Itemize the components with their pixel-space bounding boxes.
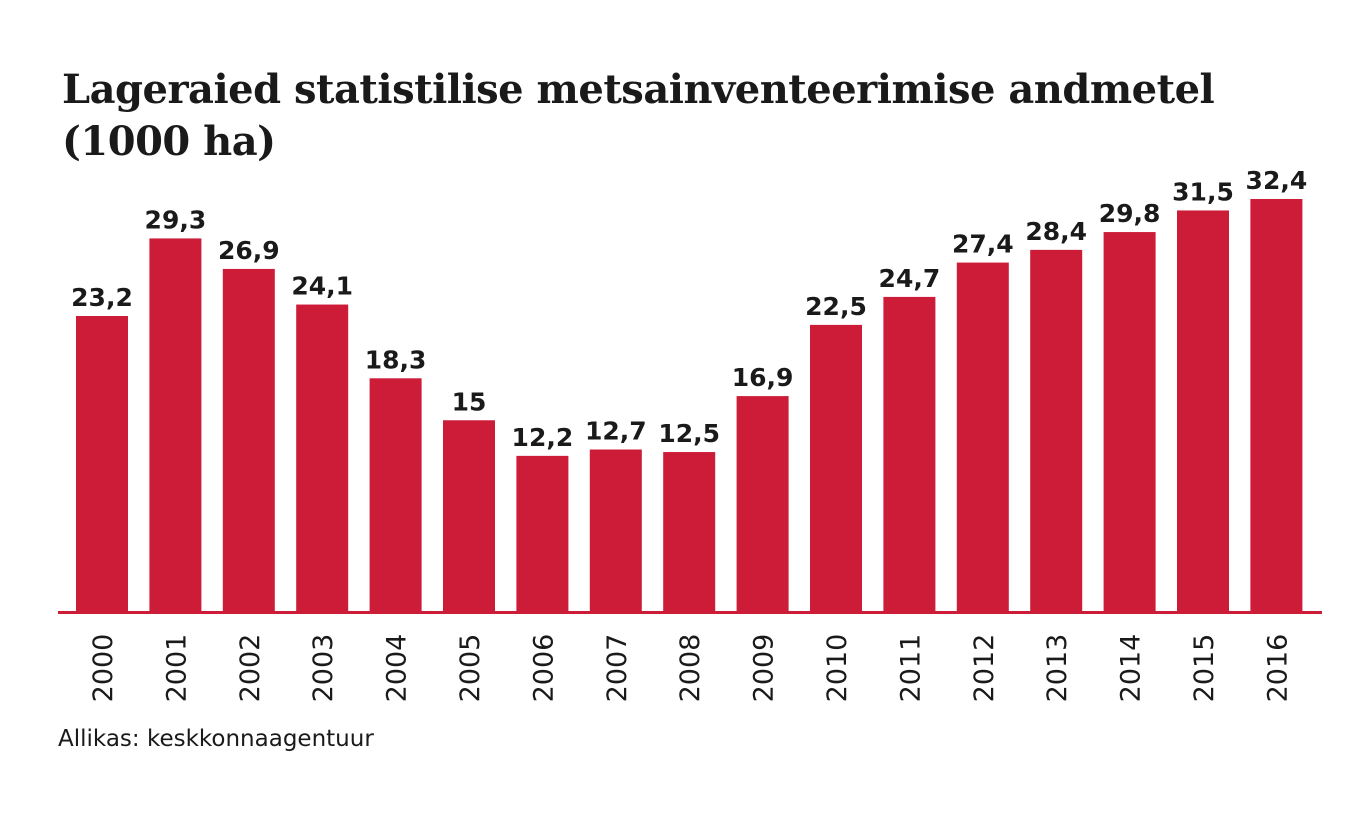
source-note: Allikas: keskkonnaagentuur (58, 726, 374, 752)
bar-2003 (296, 304, 349, 611)
x-tick-labels-group: 2000 2001 2002 2003 2004 2005 2006 2007 2008 2009… (88, 634, 1293, 703)
bar-2001 (149, 238, 202, 612)
bars-group (76, 199, 1303, 612)
value-label-2012: 27,4 (952, 230, 1014, 259)
x-tick-label-2005: 2005 (455, 634, 486, 703)
x-tick-label-2002: 2002 (235, 634, 266, 703)
bar-2010 (810, 324, 862, 611)
bar-2016 (1250, 199, 1303, 611)
bar-2011 (883, 296, 936, 611)
x-tick-label-2011: 2011 (895, 634, 926, 703)
value-label-2001: 29,3 (145, 205, 207, 234)
x-tick-label-2014: 2014 (1116, 634, 1147, 703)
title-line-1: Lageraied statistilise metsainventeerimi… (62, 66, 1215, 113)
bar-2004 (369, 378, 422, 611)
value-label-2004: 18,3 (365, 345, 427, 374)
value-label-2015: 31,5 (1172, 177, 1234, 206)
bar-2015 (1177, 210, 1229, 611)
x-tick-label-2006: 2006 (528, 634, 559, 703)
bar-2002 (222, 268, 275, 611)
bar-2008 (663, 452, 716, 611)
chart-title: Lageraied statistilise metsainventeerimi… (62, 64, 1262, 168)
value-label-2005: 15 (452, 387, 487, 416)
value-label-2013: 28,4 (1025, 217, 1087, 246)
value-label-2003: 24,1 (291, 272, 353, 301)
bar-2009 (736, 396, 789, 611)
x-tick-label-2009: 2009 (749, 634, 780, 703)
value-label-2014: 29,8 (1099, 199, 1161, 228)
value-label-2007: 12,7 (585, 417, 647, 446)
x-tick-label-2012: 2012 (969, 634, 1000, 703)
x-tick-label-2010: 2010 (822, 634, 853, 703)
bar-2014 (1103, 232, 1156, 612)
value-label-2010: 22,5 (805, 292, 867, 321)
bar-2007 (589, 449, 642, 611)
x-tick-label-2013: 2013 (1042, 634, 1073, 703)
x-tick-label-2000: 2000 (88, 634, 119, 703)
title-line-2: (1000 ha) (62, 118, 276, 165)
value-label-2016: 32,4 (1246, 166, 1308, 195)
value-labels-group: 23,2 29,3 26,9 24,1 18,3 15 12,2 12,7 12,5 16,9 22… (71, 166, 1307, 452)
bar-2006 (516, 455, 569, 611)
x-tick-label-2004: 2004 (382, 634, 413, 703)
bar-2005 (443, 420, 495, 611)
x-tick-label-2016: 2016 (1262, 634, 1293, 703)
value-label-2000: 23,2 (71, 283, 133, 312)
bar-2012 (956, 262, 1009, 611)
x-tick-label-2003: 2003 (308, 634, 339, 703)
x-tick-label-2007: 2007 (602, 634, 633, 703)
value-label-2006: 12,2 (512, 423, 574, 452)
x-tick-label-2008: 2008 (675, 634, 706, 703)
value-label-2002: 26,9 (218, 236, 280, 265)
x-tick-label-2001: 2001 (161, 634, 192, 703)
bar-2000 (76, 315, 128, 611)
bar-2013 (1030, 249, 1083, 611)
value-label-2009: 16,9 (732, 363, 794, 392)
value-label-2011: 24,7 (879, 264, 941, 293)
value-label-2008: 12,5 (658, 419, 720, 448)
x-tick-label-2015: 2015 (1189, 634, 1220, 703)
